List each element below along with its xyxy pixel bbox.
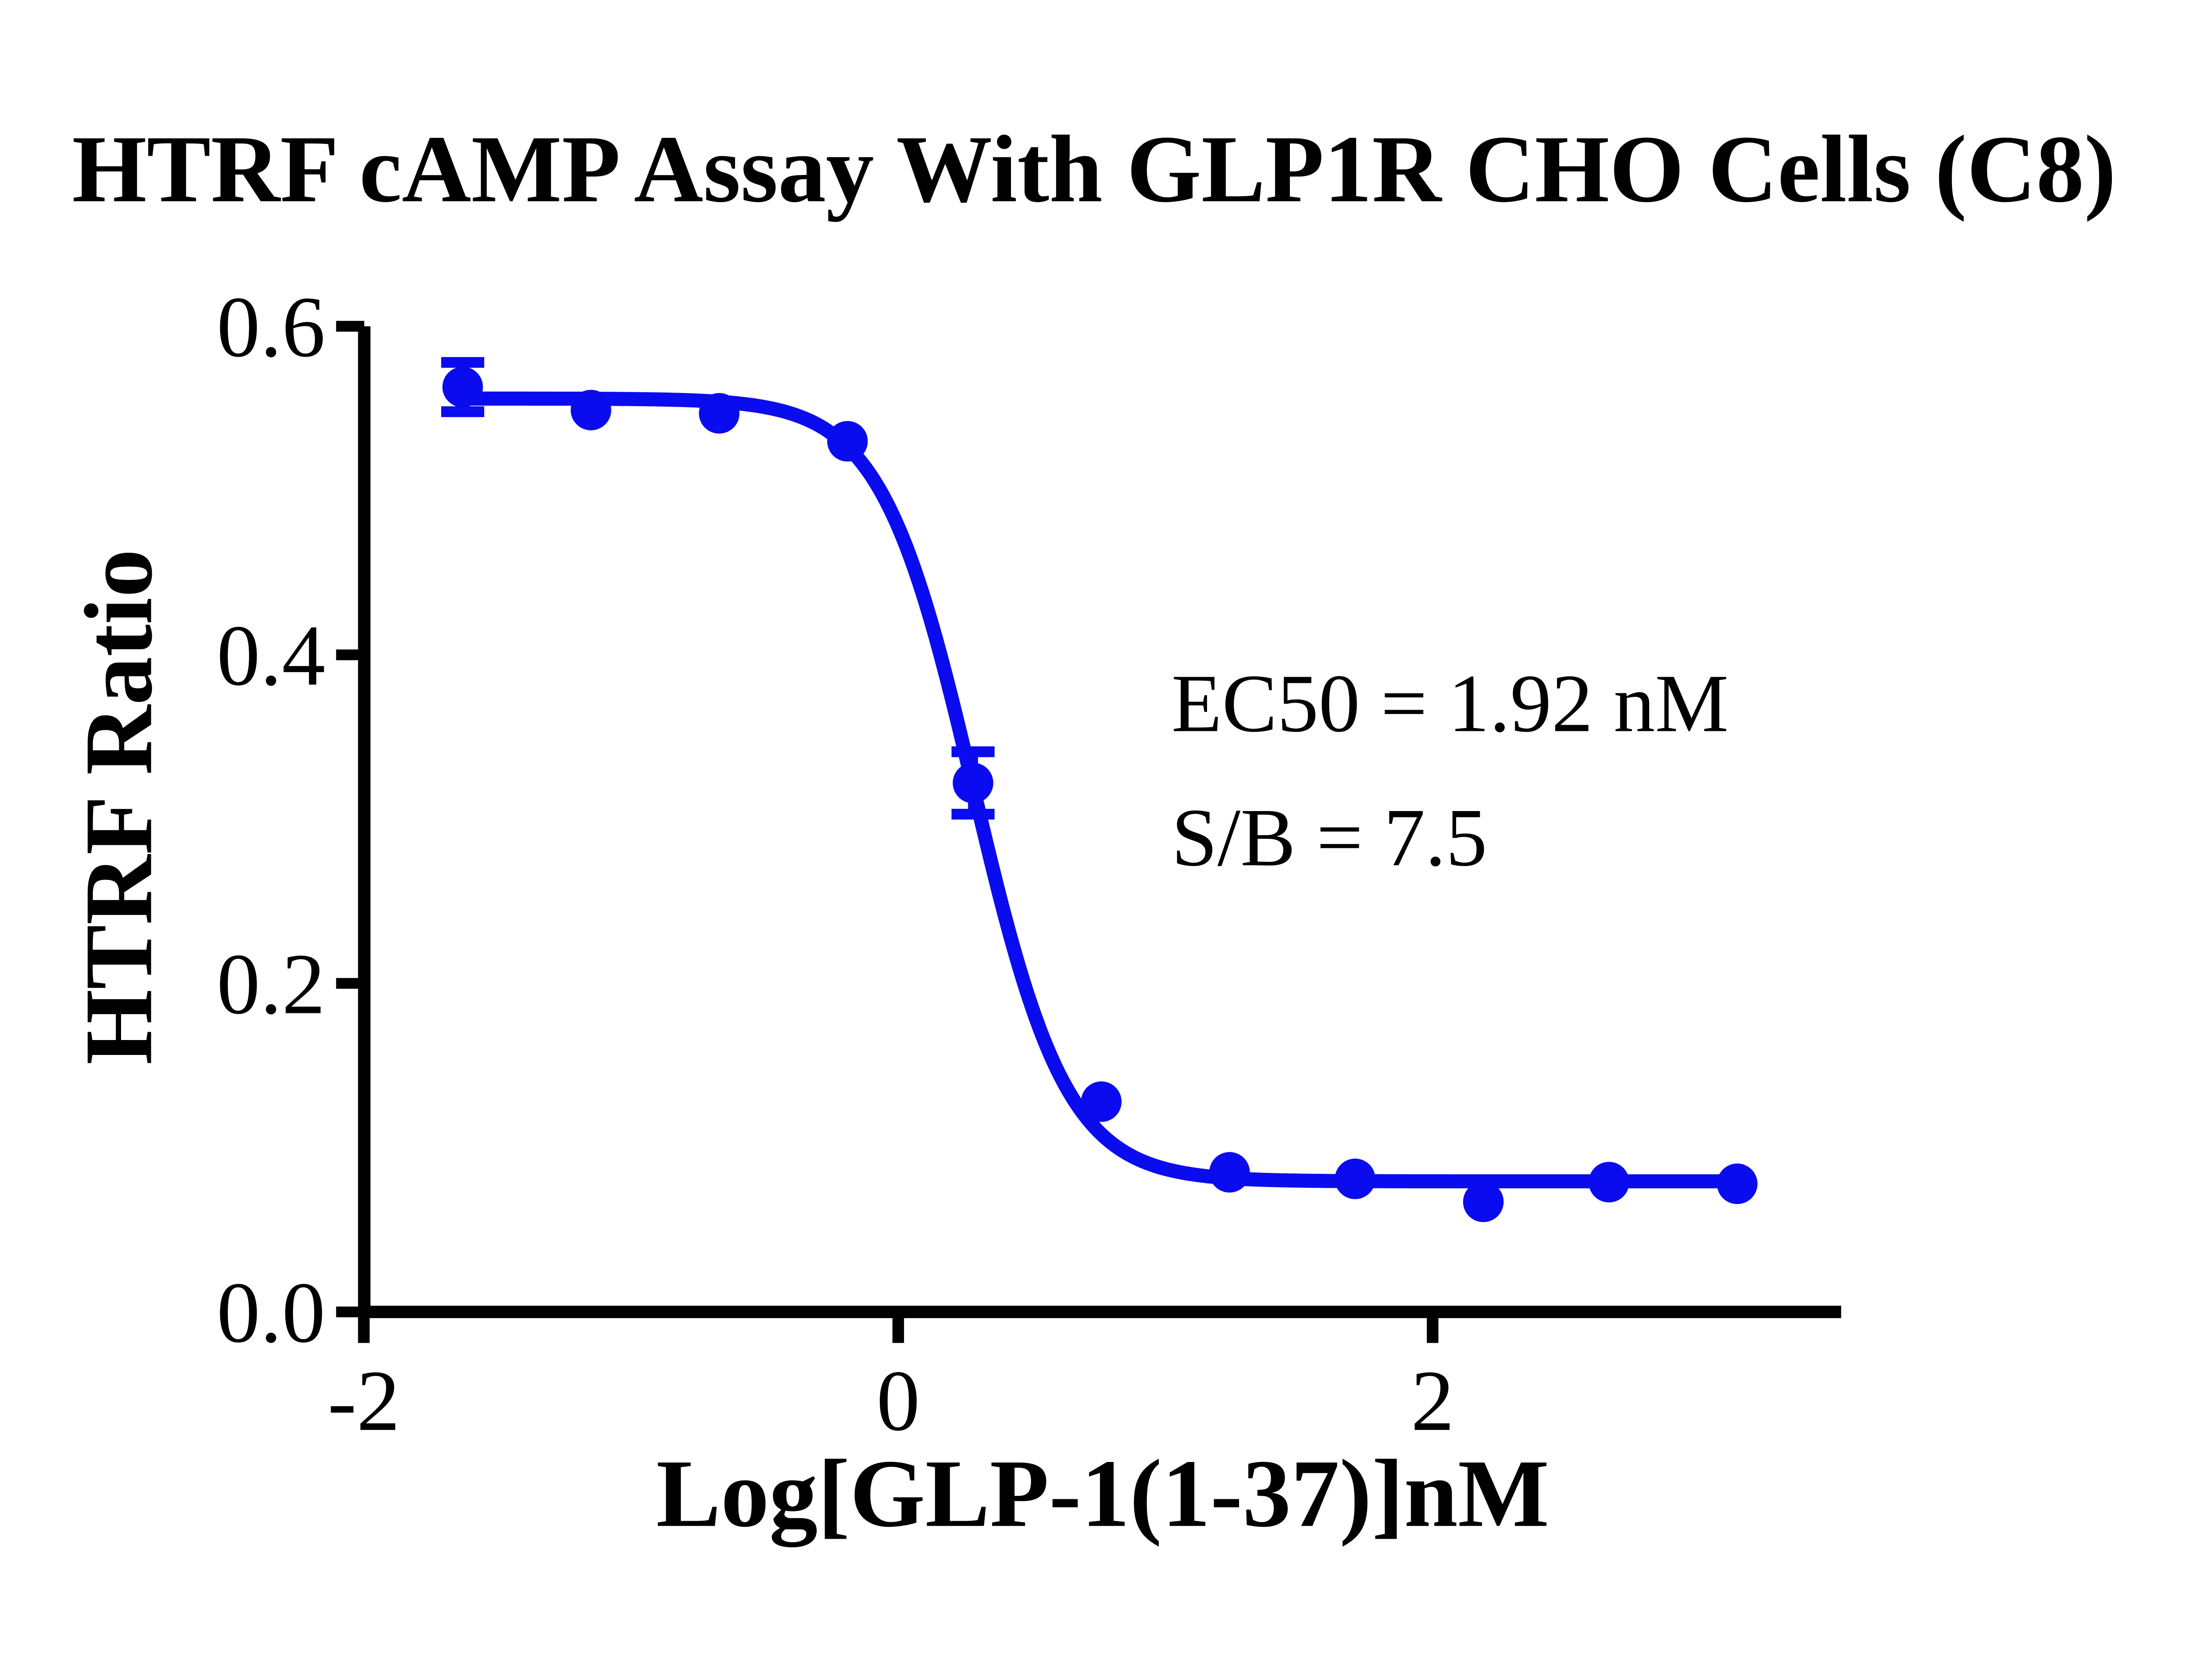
data-point [953,762,993,804]
data-point [571,390,611,431]
data-point [1081,1081,1122,1122]
x-tick-label: 2 [1411,1352,1454,1449]
data-point [1463,1181,1504,1222]
y-tick-label: 0.4 [217,607,325,704]
x-axis-label: Log[GLP-1(1-37)]nM [656,1440,1549,1548]
y-tick-label: 0.0 [217,1264,325,1361]
data-point [1209,1152,1250,1193]
x-tick-label: 0 [876,1352,920,1449]
data-point [442,367,483,407]
axes: 0.0 0.2 0.4 0.6 -2 0 2 [217,279,1841,1449]
data-point [1717,1163,1758,1205]
chart-title: HTRF cAMP Assay With GLP1R CHO Cells (C8… [72,116,2116,222]
y-axis-label: HTRF Ratio [64,549,172,1065]
y-tick-label: 0.2 [217,936,325,1032]
data-point [1335,1158,1375,1199]
annotation-ec50: EC50 = 1.92 nM [1172,658,1729,749]
data-point [699,393,740,434]
fit-curve [455,391,1744,1189]
data-series [441,357,1758,1222]
data-point [1589,1162,1629,1203]
data-point [827,421,868,462]
y-tick-label: 0.6 [217,279,325,375]
x-tick-label: -2 [328,1352,400,1449]
annotation-signal-to-background: S/B = 7.5 [1172,792,1487,883]
